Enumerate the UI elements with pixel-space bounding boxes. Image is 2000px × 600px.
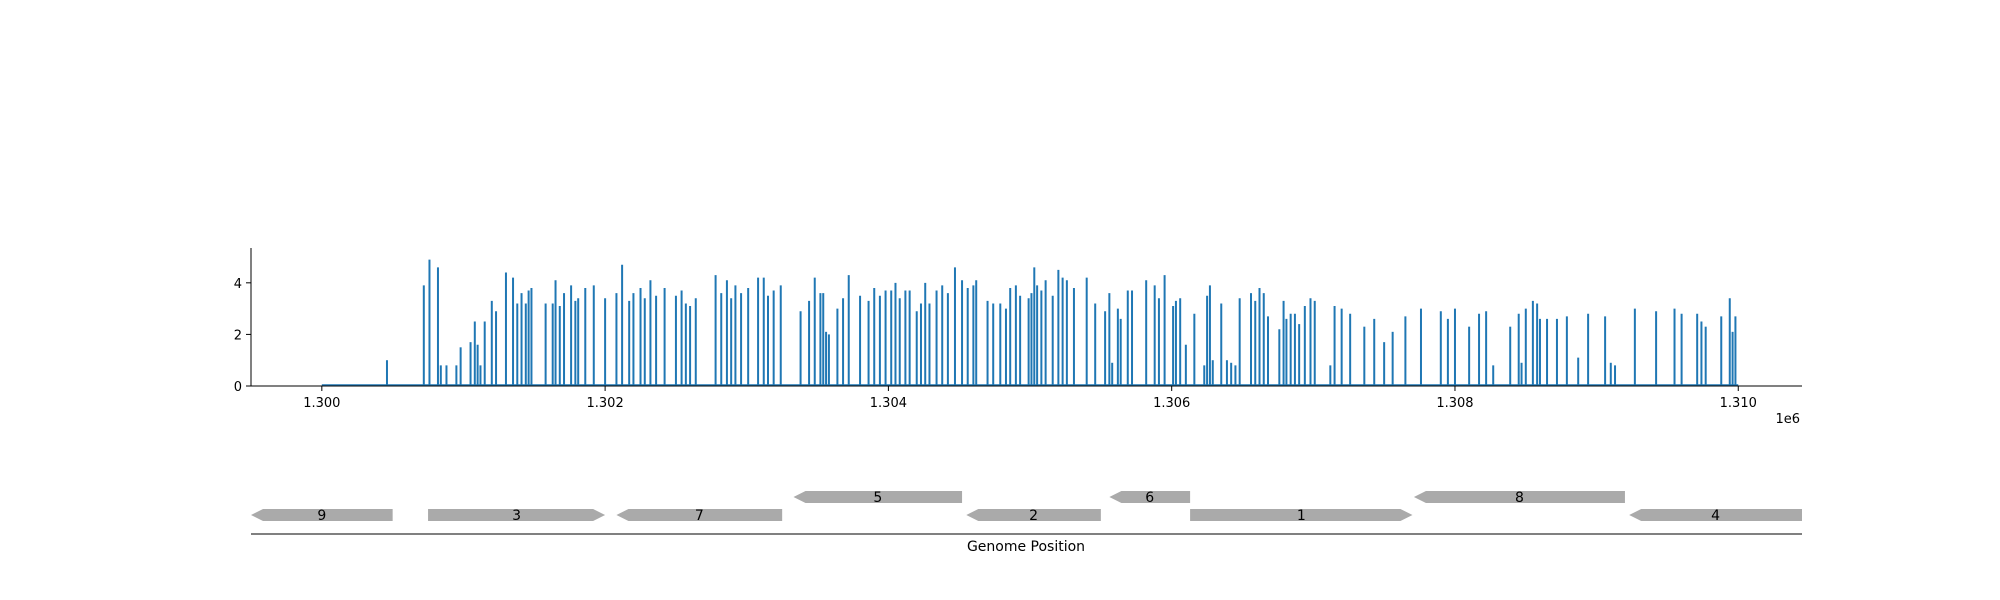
x-offset-label: 1e6 [1775, 412, 1800, 427]
x-tick-label: 1.300 [303, 396, 340, 411]
gene-arrow [1190, 509, 1413, 521]
gene-label: 5 [873, 490, 882, 506]
gene-arrow [428, 509, 606, 521]
y-ticks: 0 2 4 [234, 277, 251, 395]
gene-label: 9 [317, 508, 326, 524]
gene-map-xlabel: Genome Position [967, 539, 1085, 555]
gene-label: 6 [1145, 490, 1154, 506]
gene-map: 9 3 7 5 2 6 1 8 4 Genome Position [251, 490, 1802, 555]
gene-features: 9 3 7 5 2 6 1 8 4 [251, 490, 1802, 524]
gene-arrow [793, 491, 963, 503]
gene-arrow [1413, 491, 1625, 503]
gene-label: 7 [695, 508, 704, 524]
gene-label: 3 [512, 508, 521, 524]
y-tick-label: 2 [234, 328, 242, 343]
coverage-bars [385, 259, 1737, 386]
gene-arrow [966, 509, 1101, 521]
gene-arrow [1629, 509, 1802, 521]
gene-arrow [1109, 491, 1191, 503]
x-ticks: 1.300 1.302 1.304 1.306 1.308 1.310 [303, 386, 1757, 411]
coverage-plot: 1.300 1.302 1.304 1.306 1.308 1.310 0 2 4 1e6 [234, 248, 1802, 427]
gene-label: 4 [1711, 508, 1720, 524]
x-tick-label: 1.302 [587, 396, 624, 411]
y-tick-label: 4 [234, 277, 242, 292]
gene-label: 8 [1515, 490, 1524, 506]
gene-arrow [616, 509, 783, 521]
gene-label: 1 [1297, 508, 1306, 524]
x-tick-label: 1.306 [1153, 396, 1190, 411]
y-tick-label: 0 [234, 380, 242, 395]
x-tick-label: 1.308 [1436, 396, 1473, 411]
gene-arrow [251, 509, 393, 521]
x-tick-label: 1.304 [870, 396, 907, 411]
gene-label: 2 [1029, 508, 1038, 524]
x-tick-label: 1.310 [1720, 396, 1757, 411]
